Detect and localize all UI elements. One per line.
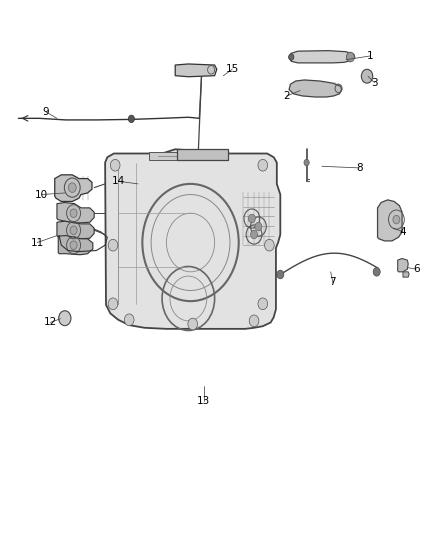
Polygon shape bbox=[58, 236, 93, 255]
Circle shape bbox=[59, 311, 71, 326]
Circle shape bbox=[124, 314, 134, 326]
Polygon shape bbox=[378, 200, 402, 241]
Circle shape bbox=[373, 268, 380, 276]
Circle shape bbox=[258, 298, 268, 310]
Circle shape bbox=[265, 239, 274, 251]
Circle shape bbox=[108, 239, 118, 251]
Circle shape bbox=[70, 226, 77, 235]
Polygon shape bbox=[289, 51, 355, 63]
Circle shape bbox=[258, 159, 268, 171]
Polygon shape bbox=[289, 80, 342, 97]
Text: 6: 6 bbox=[413, 264, 420, 274]
Polygon shape bbox=[177, 149, 228, 160]
Circle shape bbox=[70, 209, 77, 217]
Circle shape bbox=[361, 69, 373, 83]
Polygon shape bbox=[403, 272, 409, 277]
Polygon shape bbox=[149, 152, 228, 160]
Circle shape bbox=[248, 214, 255, 223]
Circle shape bbox=[277, 270, 284, 279]
Text: 7: 7 bbox=[329, 278, 336, 287]
Text: 2: 2 bbox=[283, 91, 290, 101]
Polygon shape bbox=[175, 64, 217, 77]
Circle shape bbox=[251, 230, 258, 239]
Circle shape bbox=[68, 183, 76, 192]
Text: 11: 11 bbox=[31, 238, 44, 247]
Circle shape bbox=[128, 115, 134, 123]
Polygon shape bbox=[398, 259, 408, 272]
Circle shape bbox=[289, 54, 294, 60]
Polygon shape bbox=[57, 203, 94, 223]
Text: 9: 9 bbox=[42, 107, 49, 117]
Circle shape bbox=[255, 222, 262, 231]
Circle shape bbox=[249, 315, 259, 327]
Text: 15: 15 bbox=[226, 64, 239, 74]
Polygon shape bbox=[55, 175, 92, 201]
Text: 14: 14 bbox=[112, 176, 125, 186]
Circle shape bbox=[70, 241, 77, 249]
Circle shape bbox=[108, 298, 118, 310]
Text: 4: 4 bbox=[399, 227, 406, 237]
Polygon shape bbox=[105, 149, 280, 329]
Circle shape bbox=[110, 159, 120, 171]
Polygon shape bbox=[57, 221, 94, 239]
Text: 12: 12 bbox=[44, 318, 57, 327]
Circle shape bbox=[346, 52, 354, 62]
Text: 10: 10 bbox=[35, 190, 48, 199]
Circle shape bbox=[304, 159, 309, 166]
Text: 3: 3 bbox=[371, 78, 378, 87]
Circle shape bbox=[393, 215, 400, 224]
Text: 1: 1 bbox=[367, 51, 374, 61]
Text: 8: 8 bbox=[356, 163, 363, 173]
Circle shape bbox=[188, 318, 198, 330]
Text: 13: 13 bbox=[197, 396, 210, 406]
